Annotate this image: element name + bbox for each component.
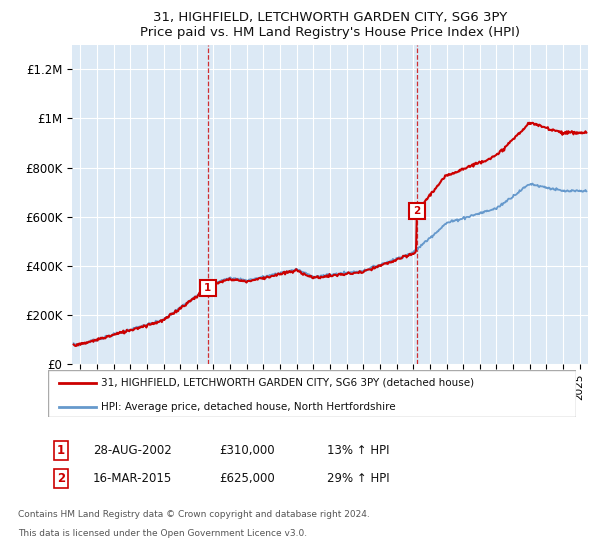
FancyBboxPatch shape bbox=[48, 370, 576, 417]
Text: £310,000: £310,000 bbox=[219, 444, 275, 458]
Text: 1: 1 bbox=[204, 283, 211, 293]
Text: 29% ↑ HPI: 29% ↑ HPI bbox=[327, 472, 389, 486]
Text: 2: 2 bbox=[413, 206, 420, 216]
Text: 31, HIGHFIELD, LETCHWORTH GARDEN CITY, SG6 3PY (detached house): 31, HIGHFIELD, LETCHWORTH GARDEN CITY, S… bbox=[101, 378, 474, 388]
Text: 1: 1 bbox=[57, 444, 65, 458]
Text: 2: 2 bbox=[57, 472, 65, 486]
Text: 13% ↑ HPI: 13% ↑ HPI bbox=[327, 444, 389, 458]
Text: This data is licensed under the Open Government Licence v3.0.: This data is licensed under the Open Gov… bbox=[18, 529, 307, 538]
Text: £625,000: £625,000 bbox=[219, 472, 275, 486]
Title: 31, HIGHFIELD, LETCHWORTH GARDEN CITY, SG6 3PY
Price paid vs. HM Land Registry's: 31, HIGHFIELD, LETCHWORTH GARDEN CITY, S… bbox=[140, 11, 520, 39]
Text: HPI: Average price, detached house, North Hertfordshire: HPI: Average price, detached house, Nort… bbox=[101, 402, 395, 412]
Text: 28-AUG-2002: 28-AUG-2002 bbox=[93, 444, 172, 458]
Text: 16-MAR-2015: 16-MAR-2015 bbox=[93, 472, 172, 486]
Text: Contains HM Land Registry data © Crown copyright and database right 2024.: Contains HM Land Registry data © Crown c… bbox=[18, 510, 370, 519]
